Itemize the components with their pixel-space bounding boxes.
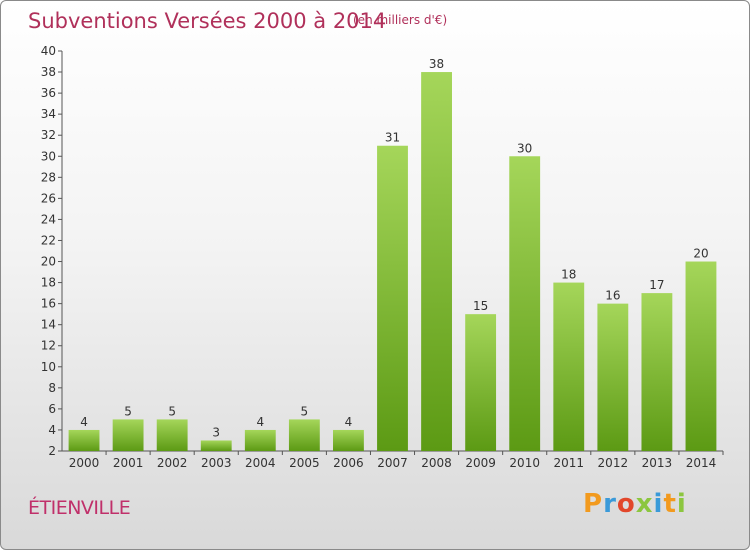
y-tick-label: 28 [41, 170, 56, 184]
y-tick-label: 18 [41, 276, 56, 290]
bar [465, 314, 497, 451]
y-tick-label: 40 [41, 44, 56, 58]
y-tick-label: 8 [48, 381, 56, 395]
y-tick-label: 4 [48, 423, 56, 437]
proxiti-logo: Proxiti [583, 489, 687, 519]
bar-value-label: 16 [605, 289, 620, 303]
x-tick-label: 2001 [113, 456, 144, 470]
x-tick-label: 2004 [245, 456, 276, 470]
bar-value-label: 5 [124, 404, 132, 418]
bar [641, 293, 673, 451]
bar [509, 156, 541, 451]
y-tick-label: 14 [41, 318, 56, 332]
x-tick-label: 2011 [553, 456, 584, 470]
y-tick-label: 26 [41, 191, 56, 205]
bar-value-label: 38 [429, 57, 444, 71]
bar [288, 419, 320, 451]
y-tick-label: 16 [41, 297, 56, 311]
y-tick-label: 10 [41, 360, 56, 374]
bar-value-label: 17 [649, 278, 664, 292]
y-tick-label: 30 [41, 149, 56, 163]
y-tick-label: 24 [41, 212, 56, 226]
bar [553, 282, 585, 451]
bar [244, 429, 276, 451]
logo-letter: t [663, 489, 677, 519]
bar [685, 261, 717, 451]
logo-letter: i [653, 489, 664, 519]
chart-title: Subventions Versées 2000 à 2014 [28, 9, 387, 33]
logo-letter: o [616, 489, 636, 519]
bar-value-label: 5 [301, 404, 309, 418]
bar [68, 429, 100, 451]
logo-letter: x [635, 489, 654, 519]
x-tick-label: 2008 [421, 456, 452, 470]
bar-value-label: 4 [345, 415, 353, 429]
x-tick-label: 2000 [69, 456, 100, 470]
logo-letter: i [676, 489, 687, 519]
y-tick-label: 38 [41, 65, 56, 79]
y-tick-label: 20 [41, 255, 56, 269]
y-tick-label: 6 [48, 402, 56, 416]
x-tick-label: 2003 [201, 456, 232, 470]
bar-value-label: 30 [517, 141, 532, 155]
x-tick-label: 2007 [377, 456, 408, 470]
bar-value-label: 20 [693, 247, 708, 261]
bar [200, 440, 232, 451]
x-tick-label: 2009 [465, 456, 496, 470]
y-tick-label: 32 [41, 128, 56, 142]
x-tick-label: 2013 [642, 456, 673, 470]
y-tick-label: 2 [48, 444, 56, 458]
x-tick-label: 2005 [289, 456, 320, 470]
x-tick-label: 2002 [157, 456, 188, 470]
x-tick-label: 2012 [598, 456, 629, 470]
x-tick-label: 2006 [333, 456, 364, 470]
bar [112, 419, 144, 451]
bar-value-label: 15 [473, 299, 488, 313]
y-tick-label: 22 [41, 233, 56, 247]
y-tick-label: 36 [41, 86, 56, 100]
bar [597, 303, 629, 451]
bar-value-label: 31 [385, 131, 400, 145]
bar [333, 429, 364, 451]
bar-value-label: 3 [212, 425, 220, 439]
bar-value-label: 18 [561, 268, 576, 282]
bar-value-label: 4 [80, 415, 88, 429]
bar-value-label: 4 [256, 415, 264, 429]
bar [421, 72, 452, 451]
bar [156, 419, 188, 451]
logo-letter: r [603, 489, 617, 519]
y-tick-label: 34 [41, 107, 56, 121]
x-tick-label: 2010 [509, 456, 540, 470]
bar-value-label: 5 [168, 404, 176, 418]
bar [377, 145, 408, 451]
y-tick-label: 12 [41, 339, 56, 353]
x-tick-label: 2014 [686, 456, 717, 470]
chart-unit: (en milliers d'€) [353, 13, 448, 27]
commune-name: ÉTIENVILLE [28, 497, 131, 519]
logo-letter: P [583, 489, 604, 519]
